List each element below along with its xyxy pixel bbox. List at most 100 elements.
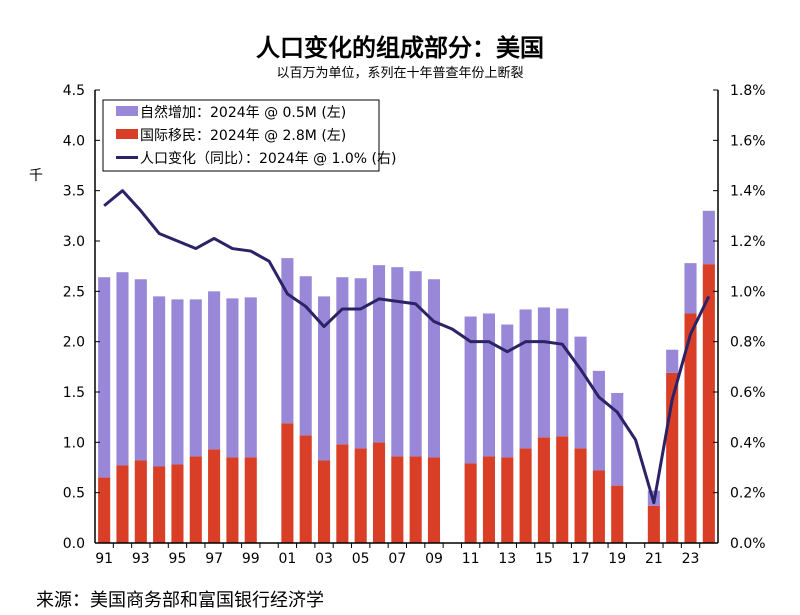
bar-natural-2002: [299, 276, 312, 436]
y-axis-label: 千: [29, 168, 43, 184]
bar-migration-1997: [208, 449, 221, 543]
y-tick-label: 2.5: [63, 284, 85, 300]
bar-natural-1997: [208, 291, 221, 450]
y2-tick-label: 0.6%: [730, 385, 766, 401]
y-tick-label: 0.5: [63, 486, 85, 502]
bar-migration-2021: [647, 505, 660, 543]
bar-migration-2004: [336, 444, 349, 543]
x-tick-label: 17: [572, 551, 590, 567]
x-tick-label: 05: [352, 551, 370, 567]
y-tick-label: 4.5: [63, 83, 85, 99]
bar-natural-2024: [702, 210, 715, 265]
bar-natural-2004: [336, 277, 349, 445]
bar-natural-2006: [372, 265, 386, 443]
x-tick-label: 23: [682, 551, 700, 567]
bar-migration-2011: [464, 463, 477, 543]
chart-subtitle: 以百万为单位，系列在十年普查年份上断裂: [276, 66, 524, 81]
legend-label-migration: 国际移民：2024年 @ 2.8M (左): [140, 128, 346, 144]
bar-migration-2009: [427, 457, 441, 543]
y-tick-label: 1.0: [63, 435, 85, 451]
bar-migration-1998: [226, 457, 239, 543]
bar-natural-2007: [391, 267, 404, 457]
bar-natural-2015: [537, 307, 550, 438]
x-tick-label: 97: [205, 551, 223, 567]
legend-swatch-natural: [116, 106, 138, 116]
legend-label-natural: 自然增加：2024年 @ 0.5M (左): [140, 104, 346, 121]
y-tick-label: 2.0: [63, 335, 85, 351]
bar-migration-2002: [299, 435, 312, 543]
bar-migration-2005: [354, 448, 367, 543]
y-tick-label: 3.0: [63, 234, 85, 250]
y2-tick-label: 0.4%: [730, 435, 766, 451]
legend-swatch-population: [116, 156, 138, 159]
bar-natural-2018: [592, 370, 605, 471]
bar-migration-2018: [592, 470, 605, 543]
bar-natural-2008: [409, 271, 422, 457]
x-tick-label: 99: [242, 551, 260, 567]
bar-migration-2003: [317, 460, 331, 543]
bar-migration-2023: [684, 313, 697, 543]
population-change-line: [103, 189, 711, 505]
legend-swatch-migration: [116, 129, 138, 139]
x-tick-label: 11: [462, 551, 480, 567]
bar-natural-1993: [134, 279, 147, 461]
bar-migration-2016: [556, 436, 569, 543]
bar-natural-1996: [189, 299, 202, 457]
bar-natural-2022: [666, 349, 679, 373]
bar-migration-2013: [501, 457, 514, 543]
bar-migration-1991: [98, 477, 111, 543]
bar-natural-1998: [226, 298, 239, 458]
y-tick-label: 3.5: [63, 184, 85, 200]
bar-natural-2005: [354, 278, 367, 449]
bar-migration-1999: [244, 457, 257, 543]
bar-migration-2017: [574, 448, 587, 543]
bar-migration-1996: [189, 456, 202, 543]
bar-natural-1992: [116, 272, 129, 466]
bar-migration-2006: [372, 442, 386, 543]
x-tick-label: 21: [645, 551, 663, 567]
bar-natural-2009: [427, 279, 441, 458]
y2-tick-label: 0.0%: [730, 536, 766, 552]
bar-natural-2003: [317, 296, 331, 461]
source-note: 来源：美国商务部和富国银行经济学: [36, 590, 324, 611]
x-tick-label: 93: [132, 551, 150, 567]
bar-natural-2001: [281, 258, 294, 424]
legend: 自然增加：2024年 @ 0.5M (左) 国际移民：2024年 @ 2.8M …: [102, 99, 396, 172]
bar-migration-1993: [134, 460, 147, 543]
bar-migration-2014: [519, 448, 532, 543]
bar-migration-2024: [702, 264, 715, 543]
bar-natural-2017: [574, 336, 587, 449]
y-tick-label: 0.0: [63, 536, 85, 552]
y2-tick-label: 0.8%: [730, 335, 766, 351]
x-tick-label: 19: [608, 551, 626, 567]
bar-natural-2012: [482, 313, 496, 457]
x-tick-label: 91: [95, 551, 113, 567]
y2-tick-label: 1.8%: [730, 83, 766, 99]
bar-natural-2016: [556, 308, 569, 437]
x-tick-label: 15: [535, 551, 553, 567]
chart-title: 人口变化的组成部分：美国: [256, 34, 544, 62]
bar-natural-2011: [464, 316, 477, 464]
y-tick-label: 1.5: [63, 385, 85, 401]
x-tick-label: 01: [278, 551, 296, 567]
bar-natural-1999: [244, 297, 257, 458]
legend-label-population: 人口变化（同比）：2024年 @ 1.0% (右): [140, 151, 396, 167]
bar-migration-2019: [611, 485, 624, 543]
x-tick-label: 07: [388, 551, 406, 567]
bar-migration-2007: [391, 456, 404, 543]
bar-migration-2012: [482, 456, 496, 543]
x-tick-label: 09: [425, 551, 443, 567]
y2-tick-label: 0.2%: [730, 486, 766, 502]
y2-tick-label: 1.4%: [730, 184, 766, 200]
y2-tick-label: 1.2%: [730, 234, 766, 250]
bar-migration-2001: [281, 423, 294, 543]
bar-natural-1995: [171, 299, 184, 465]
y2-tick-label: 1.0%: [730, 284, 766, 300]
bar-migration-2015: [537, 437, 550, 543]
y-tick-label: 4.0: [63, 133, 85, 149]
bar-migration-1995: [171, 464, 184, 543]
bar-migration-1992: [116, 465, 129, 543]
bar-natural-2014: [519, 309, 532, 449]
x-tick-label: 03: [315, 551, 333, 567]
bar-natural-1991: [98, 277, 111, 478]
